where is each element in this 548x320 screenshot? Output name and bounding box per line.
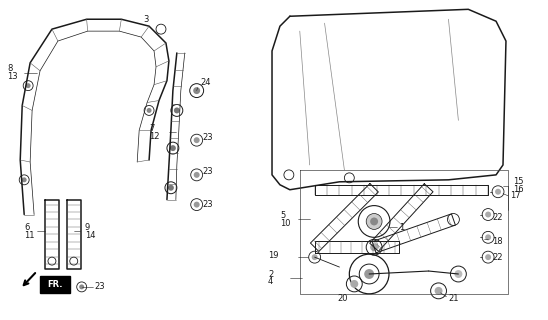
Text: 13: 13: [7, 72, 18, 81]
Circle shape: [485, 254, 491, 260]
Text: 5: 5: [280, 211, 285, 220]
Text: 22: 22: [492, 253, 503, 262]
Text: 20: 20: [338, 294, 348, 303]
Text: 16: 16: [513, 185, 523, 194]
Circle shape: [485, 212, 491, 218]
Text: 18: 18: [492, 237, 503, 246]
Text: 12: 12: [149, 132, 159, 141]
Circle shape: [485, 234, 491, 240]
Circle shape: [79, 284, 84, 289]
Text: 23: 23: [203, 200, 213, 209]
Text: 24: 24: [201, 78, 211, 87]
Circle shape: [435, 287, 443, 295]
Circle shape: [168, 185, 174, 191]
Circle shape: [193, 202, 199, 208]
Circle shape: [170, 145, 176, 151]
Text: 11: 11: [24, 231, 35, 240]
Text: 6: 6: [24, 223, 30, 232]
Text: 23: 23: [95, 282, 105, 292]
Circle shape: [193, 137, 199, 143]
Circle shape: [454, 270, 463, 278]
Circle shape: [174, 108, 180, 113]
Text: 22: 22: [492, 213, 503, 222]
FancyBboxPatch shape: [39, 276, 70, 293]
Circle shape: [193, 87, 200, 94]
Text: 8: 8: [7, 64, 13, 73]
Text: 7: 7: [149, 124, 155, 133]
Text: 10: 10: [280, 219, 290, 228]
Circle shape: [364, 269, 374, 279]
Circle shape: [193, 172, 199, 178]
Text: 1: 1: [399, 223, 404, 232]
Text: 4: 4: [268, 277, 273, 286]
Text: 23: 23: [203, 133, 213, 142]
Text: 21: 21: [448, 294, 459, 303]
Circle shape: [366, 213, 382, 229]
Circle shape: [370, 218, 378, 225]
Circle shape: [26, 83, 31, 88]
Text: 2: 2: [268, 269, 273, 278]
Text: 19: 19: [268, 251, 278, 260]
Circle shape: [22, 177, 27, 182]
Circle shape: [312, 254, 318, 260]
Text: 17: 17: [510, 191, 521, 200]
Circle shape: [370, 243, 378, 251]
Text: 9: 9: [84, 223, 90, 232]
Circle shape: [350, 280, 358, 288]
Text: 23: 23: [203, 167, 213, 176]
Text: 14: 14: [84, 231, 95, 240]
Text: FR.: FR.: [47, 280, 62, 289]
Circle shape: [495, 189, 501, 195]
Text: 15: 15: [513, 177, 523, 186]
Circle shape: [147, 108, 152, 113]
Text: 3: 3: [143, 15, 149, 24]
